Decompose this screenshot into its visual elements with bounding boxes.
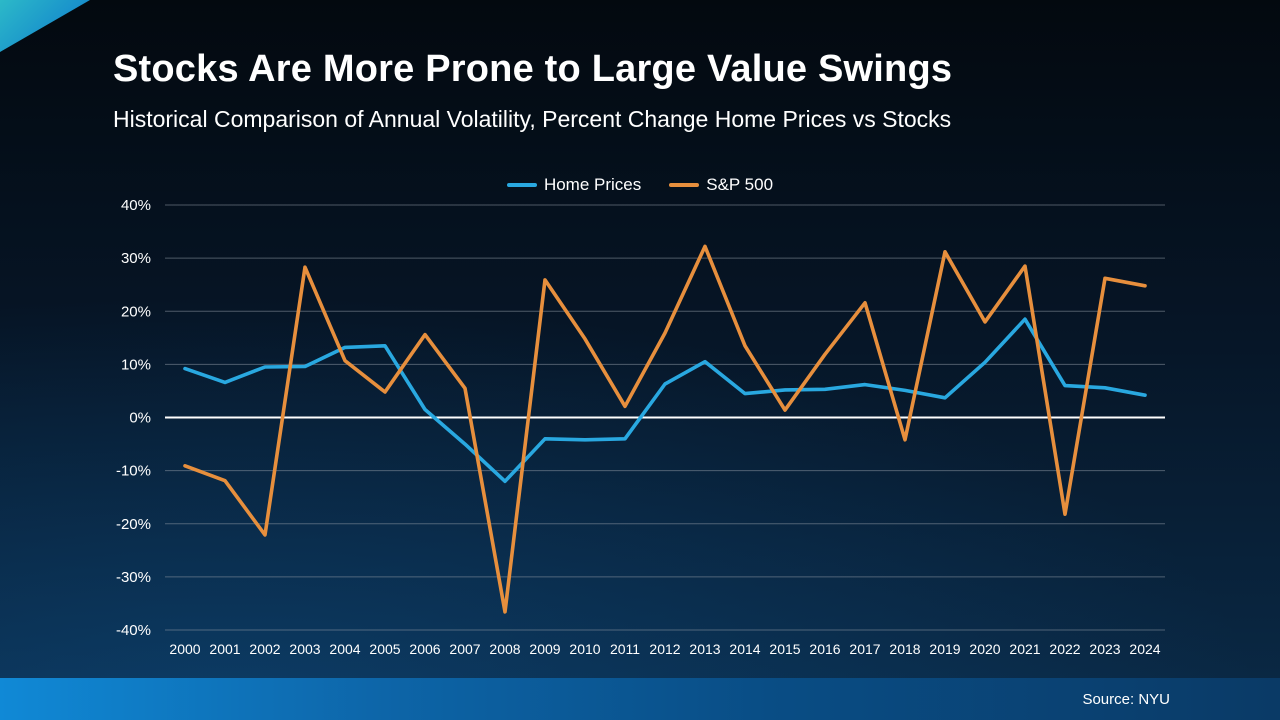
legend-item: S&P 500 <box>669 175 773 195</box>
x-tick-label: 2008 <box>489 641 520 657</box>
chart-title: Stocks Are More Prone to Large Value Swi… <box>113 48 953 90</box>
x-tick-label: 2011 <box>610 641 640 657</box>
y-tick-label: -20% <box>116 516 151 533</box>
x-tick-label: 2007 <box>449 641 480 657</box>
source-label: Source: NYU <box>1082 690 1170 708</box>
x-tick-label: 2016 <box>809 641 840 657</box>
legend-label: S&P 500 <box>706 175 774 194</box>
y-tick-label: 0% <box>129 410 151 427</box>
x-tick-label: 2005 <box>369 641 400 657</box>
x-tick-label: 2020 <box>969 641 1000 657</box>
footer-bar: Source: NYU <box>0 678 1280 720</box>
x-tick-label: 2009 <box>529 641 560 657</box>
x-tick-label: 2019 <box>929 641 960 657</box>
legend-item: Home Prices <box>506 175 642 195</box>
x-tick-label: 2010 <box>569 641 600 657</box>
x-tick-label: 2001 <box>209 641 240 657</box>
x-tick-label: 2022 <box>1049 641 1080 657</box>
legend-swatch <box>506 183 537 187</box>
x-tick-label: 2003 <box>289 641 320 657</box>
x-tick-label: 2004 <box>329 641 360 657</box>
x-tick-label: 2006 <box>409 641 440 657</box>
chart-legend: Home Prices S&P 500 <box>0 175 1280 195</box>
x-tick-label: 2024 <box>1129 641 1160 657</box>
x-tick-label: 2002 <box>249 641 280 657</box>
y-tick-label: -30% <box>116 569 151 586</box>
y-tick-label: -40% <box>116 622 151 639</box>
series-line-home-prices <box>183 317 1147 484</box>
series-line-s-p-500 <box>183 244 1147 614</box>
x-tick-label: 2018 <box>889 641 920 657</box>
y-tick-label: 40% <box>121 197 151 214</box>
y-tick-label: 10% <box>121 356 151 373</box>
x-tick-label: 2014 <box>729 641 760 657</box>
y-tick-label: 20% <box>121 303 151 320</box>
legend-label: Home Prices <box>543 175 642 194</box>
legend-swatch <box>669 183 700 187</box>
y-tick-label: 30% <box>121 250 151 267</box>
y-tick-label: -10% <box>116 463 151 480</box>
x-tick-label: 2000 <box>169 641 200 657</box>
x-tick-label: 2017 <box>849 641 880 657</box>
chart-subtitle: Historical Comparison of Annual Volatili… <box>113 106 952 132</box>
x-tick-label: 2021 <box>1009 641 1040 657</box>
x-tick-label: 2012 <box>649 641 680 657</box>
x-tick-label: 2015 <box>769 641 800 657</box>
x-tick-label: 2013 <box>689 641 720 657</box>
x-tick-label: 2023 <box>1089 641 1120 657</box>
